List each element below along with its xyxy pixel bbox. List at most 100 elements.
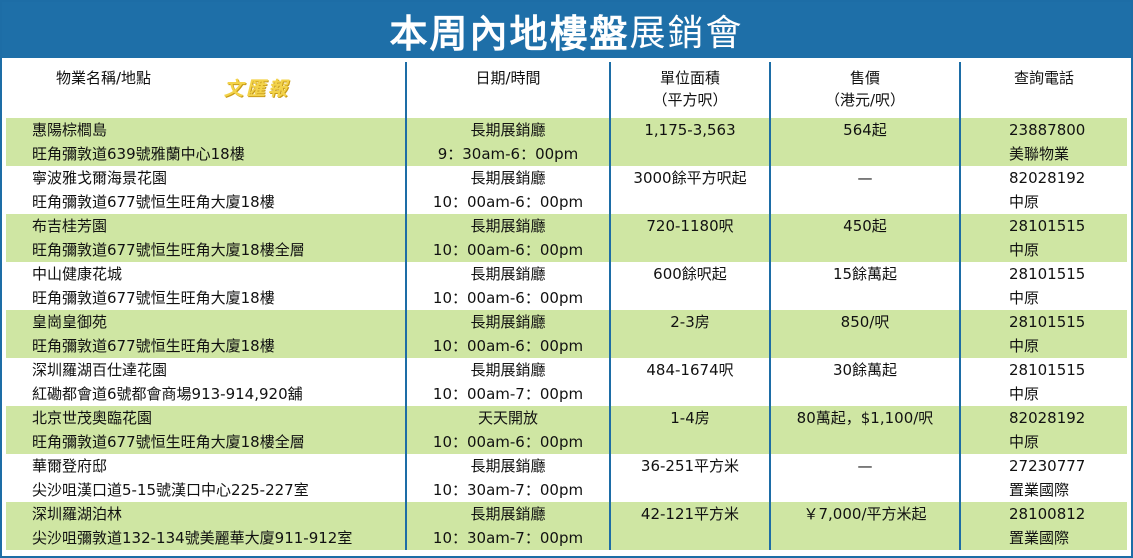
agent-name: 置業國際 bbox=[1009, 529, 1070, 547]
date-cell: 長期展銷廳 10：00am-6：00pm bbox=[405, 166, 610, 214]
sale-hours: 10：30am-7：00pm bbox=[432, 529, 584, 547]
property-location: 旺角彌敦道677號恒生旺角大廈18樓全層 bbox=[32, 433, 305, 451]
property-location: 尖沙咀彌敦道132-134號美麗華大廈911-912室 bbox=[32, 529, 353, 547]
newspaper-logo: 文匯報 bbox=[224, 78, 291, 100]
date-cell: 長期展銷廳 10：00am-6：00pm bbox=[405, 262, 610, 310]
unit-area: 600餘呎起 bbox=[653, 265, 727, 283]
phone-cell: 82028192 中原 bbox=[959, 166, 1127, 214]
sale-hours: 10：00am-6：00pm bbox=[432, 289, 584, 307]
unit-price: 80萬起，$1,100/呎 bbox=[796, 409, 934, 427]
sale-hours: 9：30am-6：00pm bbox=[437, 145, 579, 163]
phone-cell: 28100812 置業國際 bbox=[959, 502, 1127, 550]
unit-price: 450起 bbox=[843, 217, 887, 235]
listing-table: 物業名稱/地點 文匯報 日期/時間 單位面積 （平方呎） 售價 （港元/呎） 查詢電… bbox=[6, 62, 1127, 550]
table-row: 深圳羅湖泊林尖沙咀彌敦道132-134號美麗華大廈911-912室 長期展銷廳 10… bbox=[6, 502, 1127, 550]
price-cell: 564起 bbox=[769, 118, 960, 166]
price-cell: ￥7,000/平方米起 bbox=[769, 502, 960, 550]
name-cell: 深圳羅湖百仕達花園 紅磡都會道6號都會商場913-914,920舖 bbox=[6, 358, 406, 406]
name-cell: 寧波雅戈爾海景花園旺角彌敦道677號恒生旺角大廈18樓 bbox=[6, 166, 406, 214]
area-cell: 484-1674呎 bbox=[609, 358, 770, 406]
phone-cell: 23887800 美聯物業 bbox=[959, 118, 1127, 166]
property-name: 惠陽棕櫚島 bbox=[32, 121, 108, 139]
unit-area: 3000餘平方呎起 bbox=[633, 169, 747, 187]
agent-name: 置業國際 bbox=[1009, 481, 1070, 499]
unit-price: 850/呎 bbox=[840, 313, 890, 331]
table-row: 中山健康花城旺角彌敦道677號恒生旺角大廈18樓 長期展銷廳 10：00am-6：0… bbox=[6, 262, 1127, 310]
property-name: 深圳羅湖泊林 bbox=[32, 505, 123, 523]
agent-name: 中原 bbox=[1009, 241, 1040, 259]
area-cell: 1,175-3,563 bbox=[609, 118, 770, 166]
unit-price: 15餘萬起 bbox=[832, 265, 898, 283]
property-name: 皇崗皇御苑 bbox=[32, 313, 108, 331]
area-cell: 2-3房 bbox=[609, 310, 770, 358]
date-cell: 天天開放 10：00am-6：00pm bbox=[405, 406, 610, 454]
property-location: 紅磡都會道6號都會商場913-914,920舖 bbox=[32, 385, 303, 403]
unit-area: 42-121平方米 bbox=[640, 505, 740, 523]
unit-price: 564起 bbox=[843, 121, 887, 139]
unit-price: 30餘萬起 bbox=[832, 361, 898, 379]
name-cell: 惠陽棕櫚島旺角彌敦道639號雅蘭中心18樓 bbox=[6, 118, 406, 166]
header-area-unit: （平方呎） bbox=[652, 91, 728, 109]
header-phone: 查詢電話 bbox=[959, 62, 1127, 118]
unit-area: 1-4房 bbox=[670, 409, 710, 427]
sale-venue: 長期展銷廳 bbox=[470, 265, 546, 283]
unit-area: 2-3房 bbox=[670, 313, 710, 331]
phone-number: 28101515 bbox=[1009, 361, 1086, 379]
property-location: 旺角彌敦道639號雅蘭中心18樓 bbox=[32, 145, 245, 163]
phone-cell: 28101515 中原 bbox=[959, 310, 1127, 358]
title-bold: 本周內地樓盤 bbox=[389, 11, 630, 56]
title-bar: 本周內地樓盤 展銷會 bbox=[2, 2, 1131, 58]
area-cell: 3000餘平方呎起 bbox=[609, 166, 770, 214]
date-cell: 長期展銷廳 10：30am-7：00pm bbox=[405, 454, 610, 502]
phone-cell: 28101515 中原 bbox=[959, 214, 1127, 262]
header-name-label: 物業名稱/地點 bbox=[56, 69, 152, 87]
table-row: 華爾登府邸 尖沙咀漢口道5-15號漢口中心225-227室 長期展銷廳 10：30am… bbox=[6, 454, 1127, 502]
price-cell: — bbox=[769, 454, 960, 502]
property-name: 布吉桂芳園 bbox=[32, 217, 108, 235]
price-cell: 80萬起，$1,100/呎 bbox=[769, 406, 960, 454]
area-cell: 1-4房 bbox=[609, 406, 770, 454]
header-date-label: 日期/時間 bbox=[475, 69, 541, 87]
area-cell: 36-251平方米 bbox=[609, 454, 770, 502]
price-cell: 30餘萬起 bbox=[769, 358, 960, 406]
property-name: 華爾登府邸 bbox=[32, 457, 108, 475]
sale-venue: 長期展銷廳 bbox=[470, 169, 546, 187]
property-location: 旺角彌敦道677號恒生旺角大廈18樓 bbox=[32, 337, 275, 355]
phone-number: 28101515 bbox=[1009, 313, 1086, 331]
unit-area: 1,175-3,563 bbox=[644, 121, 736, 139]
table-row: 寧波雅戈爾海景花園旺角彌敦道677號恒生旺角大廈18樓 長期展銷廳 10：00am-… bbox=[6, 166, 1127, 214]
header-area-label: 單位面積 bbox=[659, 69, 720, 87]
name-cell: 布吉桂芳園 旺角彌敦道677號恒生旺角大廈18樓全層 bbox=[6, 214, 406, 262]
sale-venue: 長期展銷廳 bbox=[470, 217, 546, 235]
sale-venue: 長期展銷廳 bbox=[470, 505, 546, 523]
sale-hours: 10：00am-6：00pm bbox=[432, 433, 584, 451]
sale-venue: 長期展銷廳 bbox=[470, 313, 546, 331]
unit-price: — bbox=[857, 169, 873, 187]
property-name: 中山健康花城 bbox=[32, 265, 123, 283]
date-cell: 長期展銷廳 10：00am-6：00pm bbox=[405, 310, 610, 358]
agent-name: 中原 bbox=[1009, 433, 1040, 451]
phone-number: 82028192 bbox=[1009, 409, 1086, 427]
header-name: 物業名稱/地點 文匯報 bbox=[6, 62, 406, 118]
name-cell: 皇崗皇御苑旺角彌敦道677號恒生旺角大廈18樓 bbox=[6, 310, 406, 358]
phone-number: 23887800 bbox=[1009, 121, 1086, 139]
table-row: 皇崗皇御苑 旺角彌敦道677號恒生旺角大廈18樓 長期展銷廳 10：00am-6：00… bbox=[6, 310, 1127, 358]
property-location: 旺角彌敦道677號恒生旺角大廈18樓 bbox=[32, 193, 275, 211]
property-location: 旺角彌敦道677號恒生旺角大廈18樓 bbox=[32, 289, 275, 307]
unit-area: 720-1180呎 bbox=[646, 217, 734, 235]
sale-hours: 10：00am-6：00pm bbox=[432, 241, 584, 259]
table-row: 深圳羅湖百仕達花園 紅磡都會道6號都會商場913-914,920舖 長期展銷廳 10：… bbox=[6, 358, 1127, 406]
sale-venue: 長期展銷廳 bbox=[470, 457, 546, 475]
area-cell: 42-121平方米 bbox=[609, 502, 770, 550]
sale-venue: 長期展銷廳 bbox=[470, 121, 546, 139]
agent-name: 中原 bbox=[1009, 337, 1040, 355]
property-name: 寧波雅戈爾海景花園 bbox=[32, 169, 168, 187]
header-price: 售價 （港元/呎） bbox=[769, 62, 960, 118]
header-price-label: 售價 bbox=[849, 69, 880, 87]
unit-price: ￥7,000/平方米起 bbox=[803, 505, 927, 523]
sale-hours: 10：00am-6：00pm bbox=[432, 193, 584, 211]
phone-number: 28100812 bbox=[1009, 505, 1086, 523]
name-cell: 深圳羅湖泊林尖沙咀彌敦道132-134號美麗華大廈911-912室 bbox=[6, 502, 406, 550]
phone-number: 28101515 bbox=[1009, 217, 1086, 235]
